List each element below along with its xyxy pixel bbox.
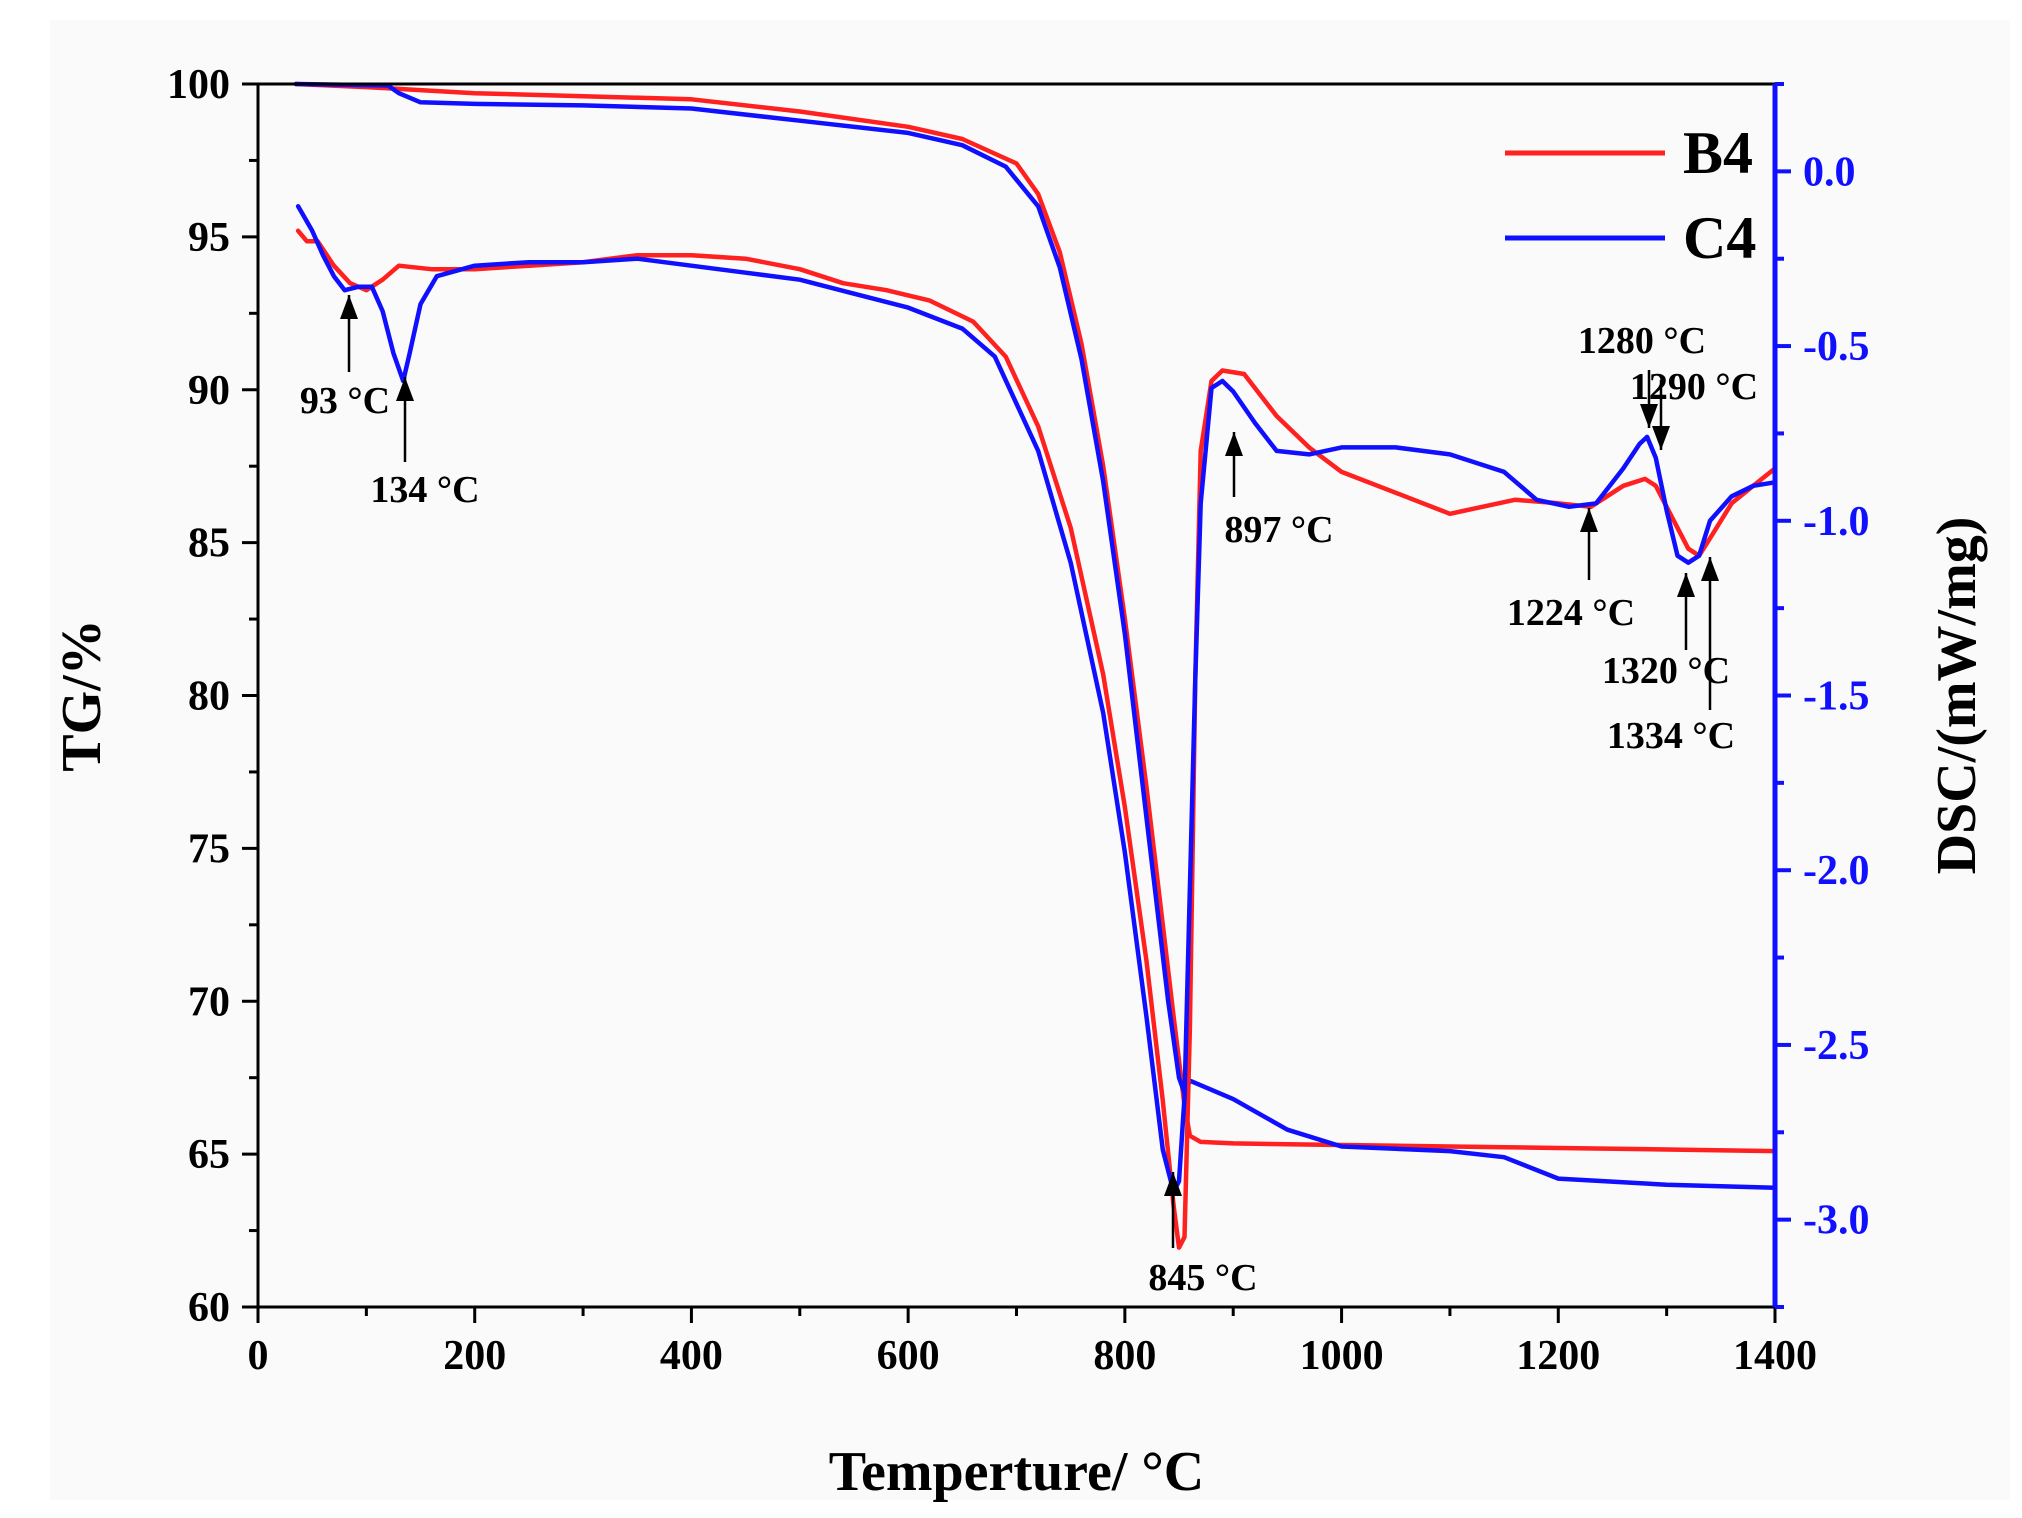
y-left-tick-label: 100 (167, 62, 230, 108)
annotation: 93 °C (300, 295, 390, 422)
y-left-tick-label: 60 (188, 1285, 230, 1331)
x-tick-label: 800 (1093, 1333, 1156, 1379)
y-left-tick-label: 95 (188, 215, 230, 261)
y-right-tick-label: 0.0 (1803, 149, 1856, 195)
x-tick-label: 600 (877, 1333, 940, 1379)
annotation: 897 °C (1224, 432, 1334, 551)
x-axis-title: Temperture/ °C (829, 1441, 1204, 1503)
annotation: 1334 °C (1607, 557, 1735, 757)
x-tick-label: 1200 (1516, 1333, 1600, 1379)
annotation-label: 845 °C (1148, 1257, 1257, 1299)
y-right-tick-label: -2.5 (1803, 1023, 1870, 1069)
annotation-arrowhead (1701, 557, 1719, 581)
y-left-tick-label: 85 (188, 521, 230, 567)
y-left-tick-label: 75 (188, 826, 230, 872)
x-tick-label: 400 (660, 1333, 723, 1379)
x-tick-label: 1000 (1300, 1333, 1384, 1379)
annotation-label: 1334 °C (1607, 715, 1735, 757)
annotation: 1224 °C (1507, 508, 1635, 634)
y-right-axis-title: DSC/(mW/mg) (1926, 517, 1988, 875)
annotation-label: 1224 °C (1507, 592, 1635, 634)
y-left-tick-label: 70 (188, 979, 230, 1025)
annotation-arrowhead (340, 295, 358, 319)
plot-panel (50, 20, 2010, 1500)
x-tick-label: 200 (443, 1333, 506, 1379)
annotation: 845 °C (1148, 1172, 1258, 1299)
annotation-arrowhead (1677, 573, 1695, 597)
annotation-label: 93 °C (300, 380, 390, 422)
annotation-arrowhead (1580, 508, 1598, 532)
legend-label-c4: C4 (1683, 205, 1756, 271)
annotation-arrowhead (396, 377, 414, 401)
y-right-tick-label: -3.0 (1803, 1198, 1870, 1244)
y-left-tick-label: 90 (188, 368, 230, 414)
y-right-tick-label: -1.0 (1803, 499, 1870, 545)
annotation: 1290 °C (1630, 366, 1758, 450)
annotation: 1320 °C (1602, 573, 1730, 692)
annotation-label: 134 °C (370, 469, 479, 511)
annotation-arrowhead (1164, 1172, 1182, 1196)
series-line-c4-tg (293, 81, 1778, 1191)
y-left-tick-label: 80 (188, 674, 230, 720)
annotation-label: 897 °C (1224, 509, 1333, 551)
x-tick-label: 0 (248, 1333, 269, 1379)
annotation-label: 1290 °C (1630, 366, 1758, 408)
x-tick-label: 1400 (1733, 1333, 1817, 1379)
legend-label-b4: B4 (1683, 120, 1753, 186)
y-right-tick-label: -0.5 (1803, 324, 1870, 370)
annotation-arrowhead (1225, 432, 1243, 456)
annotation-arrowhead (1652, 426, 1670, 450)
y-left-axis-title: TG/% (51, 619, 113, 771)
y-left-tick-label: 65 (188, 1132, 230, 1178)
y-right-tick-label: -1.5 (1803, 674, 1870, 720)
annotation-label: 1320 °C (1602, 650, 1730, 692)
annotation: 134 °C (370, 377, 480, 511)
annotation-arrowhead (1640, 404, 1658, 428)
y-right-tick-label: -2.0 (1803, 848, 1870, 894)
annotation: 1280 °C (1578, 320, 1706, 428)
annotation-label: 1280 °C (1578, 320, 1706, 362)
